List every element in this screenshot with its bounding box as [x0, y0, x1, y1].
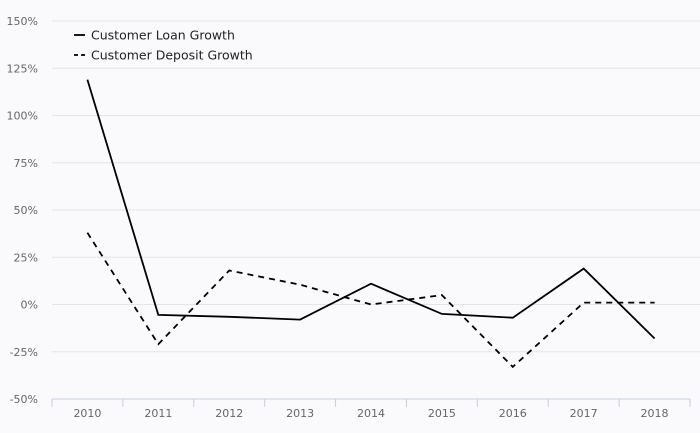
legend-label: Customer Loan Growth	[91, 28, 235, 43]
x-tick-label: 2015	[428, 407, 456, 420]
legend: Customer Loan Growth Customer Deposit Gro…	[74, 28, 253, 63]
legend-label: Customer Deposit Growth	[91, 48, 253, 63]
x-tick-label: 2013	[286, 407, 314, 420]
y-tick-label: -25%	[10, 346, 38, 359]
x-tick-label: 2018	[641, 407, 669, 420]
y-tick-label: 50%	[14, 204, 38, 217]
x-tick-label: 2014	[357, 407, 385, 420]
y-tick-label: 0%	[21, 299, 38, 312]
x-tick-label: 2017	[570, 407, 598, 420]
y-tick-label: 100%	[7, 110, 38, 123]
x-axis: 2010 2011 2012 2013 2014 2015 2016 2017 2018	[51, 398, 691, 420]
y-tick-label: -50%	[10, 393, 38, 406]
series-line-deposit-growth	[86, 232, 655, 369]
series-lines	[86, 79, 656, 369]
gridlines	[52, 20, 700, 353]
y-tick-label: 125%	[7, 62, 38, 75]
series-line-loan-growth	[86, 79, 656, 340]
x-tick-label: 2016	[499, 407, 527, 420]
x-tick-label: 2012	[215, 407, 243, 420]
y-tick-label: 25%	[14, 251, 38, 264]
x-tick-label: 2011	[144, 407, 172, 420]
y-tick-label: 150%	[7, 15, 38, 28]
y-axis-tick-labels: -50% -25% 0% 25% 50% 75% 100% 125% 150%	[7, 15, 38, 406]
x-tick-label: 2010	[73, 407, 101, 420]
y-tick-label: 75%	[14, 157, 38, 170]
